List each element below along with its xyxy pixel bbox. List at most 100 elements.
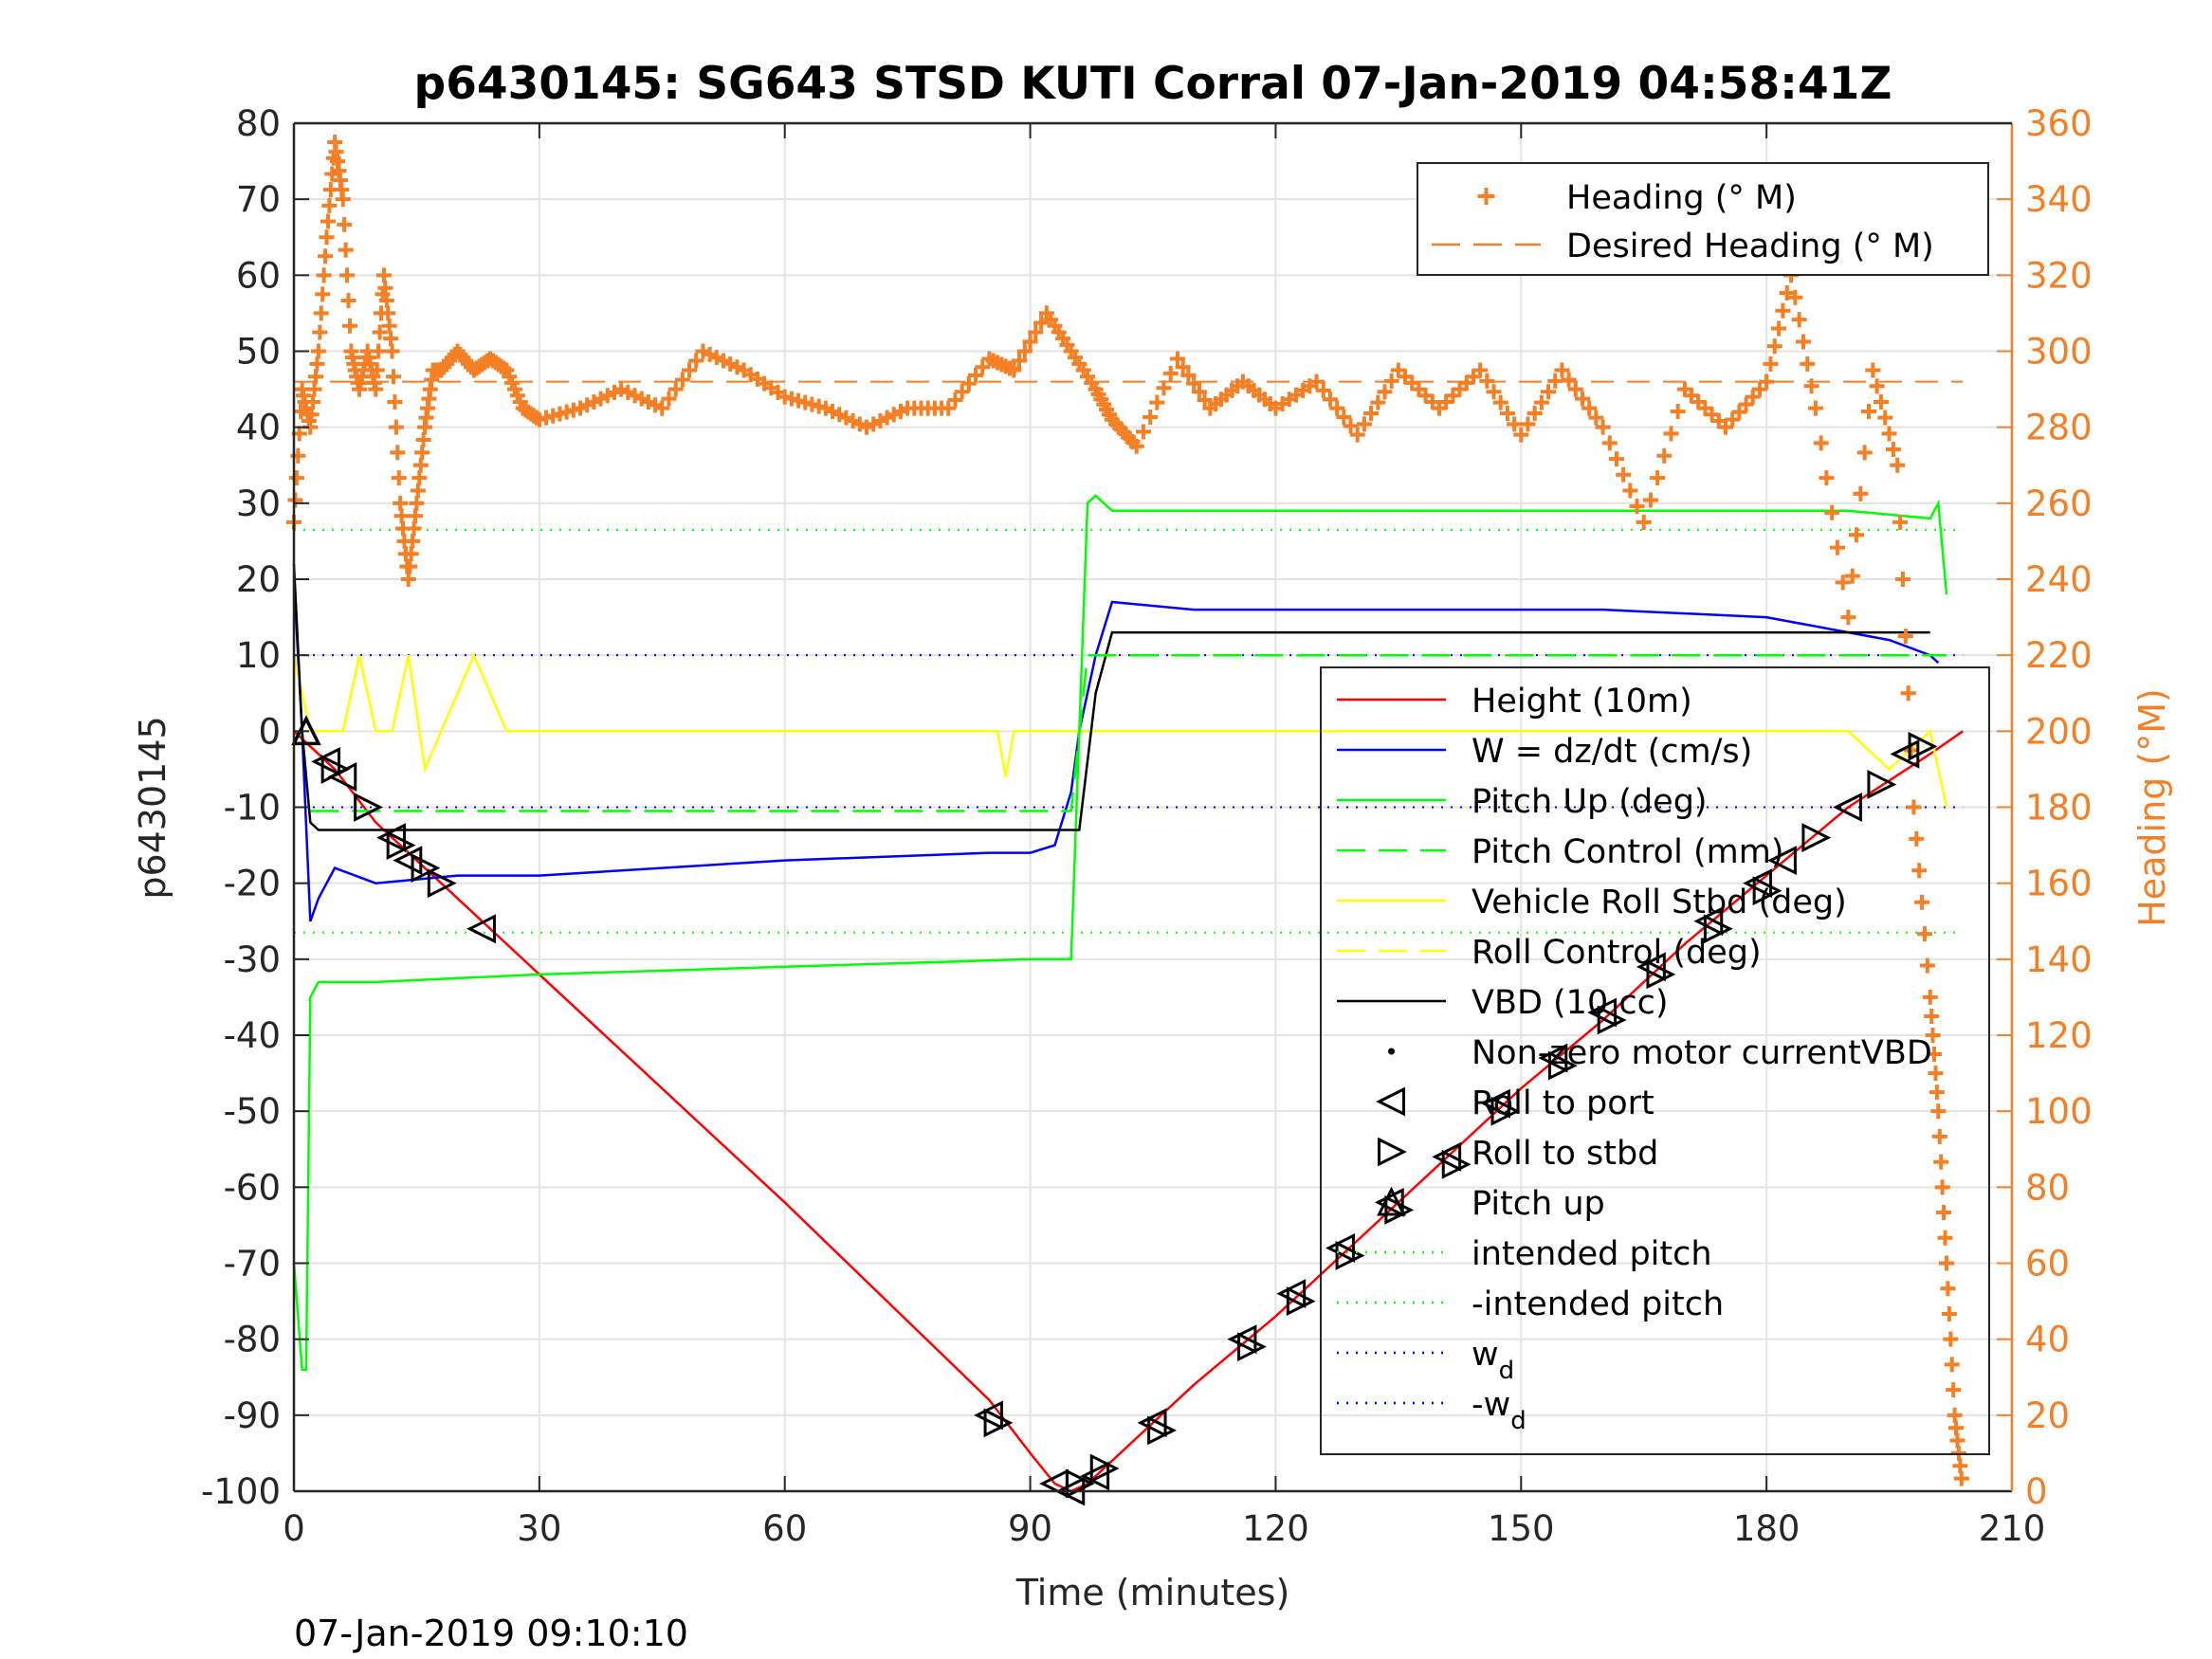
heading-point xyxy=(1343,418,1359,434)
heading-point xyxy=(1779,285,1795,301)
legend-main-label: W = dz/dt (cm/s) xyxy=(1472,733,1752,771)
heading-point xyxy=(402,558,418,574)
heading-point xyxy=(1169,351,1185,367)
heading-point xyxy=(1771,320,1787,337)
heading-point xyxy=(1929,1085,1945,1101)
heading-point xyxy=(339,267,356,283)
x-tick-label: 210 xyxy=(1979,1508,2046,1549)
heading-point xyxy=(1922,989,1938,1005)
heading-point xyxy=(405,533,421,549)
heading-point xyxy=(335,191,351,208)
heading-point xyxy=(303,407,320,423)
heading-point xyxy=(1865,362,1881,378)
legend-main-label-text: W = dz/dt (cm/s) xyxy=(1472,733,1752,771)
heading-point xyxy=(312,324,328,340)
legend-main-label: -intended pitch xyxy=(1472,1285,1724,1323)
axes xyxy=(292,121,2014,1493)
legend-main-label: Pitch up xyxy=(1472,1185,1605,1223)
legend-main-label: Roll to port xyxy=(1472,1085,1654,1122)
y-tick-label: 10 xyxy=(236,635,281,676)
x-tick-label: 180 xyxy=(1733,1508,1801,1549)
heading-point xyxy=(1561,372,1577,388)
heading-point xyxy=(1787,289,1803,305)
y-tick-label: 50 xyxy=(236,332,281,373)
x-tick-label: 0 xyxy=(283,1508,305,1549)
y2-tick-label: 160 xyxy=(2025,864,2093,904)
markers-layer xyxy=(291,715,1938,1506)
roll-to-stbd-marker xyxy=(1867,770,1897,799)
heading-point xyxy=(1916,926,1932,942)
roll-to-stbd-marker xyxy=(1490,1096,1521,1126)
heading-point xyxy=(1356,416,1372,432)
heading-point xyxy=(975,359,991,375)
heading-point xyxy=(1650,470,1666,486)
heading-point xyxy=(1135,424,1151,440)
heading-point xyxy=(1861,403,1876,419)
heading-point xyxy=(1547,373,1563,389)
y2-tick-label: 200 xyxy=(2025,711,2093,752)
heading-point xyxy=(1479,373,1495,389)
y-tick-label: -40 xyxy=(224,1015,281,1056)
roll-to-stbd-marker xyxy=(354,793,384,822)
heading-point xyxy=(403,546,419,562)
heading-point xyxy=(1601,435,1618,451)
heading-point xyxy=(1616,466,1632,483)
chart-title: p6430145: SG643 STSD KUTI Corral 07-Jan-… xyxy=(414,58,1892,110)
heading-point xyxy=(1588,410,1604,426)
roll-to-port-marker xyxy=(1137,1408,1167,1438)
heading-point xyxy=(1947,1407,1963,1423)
roll-to-stbd-marker xyxy=(1703,914,1733,944)
heading-point xyxy=(1526,405,1543,421)
roll-to-stbd-marker xyxy=(1597,1005,1627,1035)
heading-point xyxy=(1775,302,1791,319)
x-axis-label: Time (minutes) xyxy=(1015,1572,1290,1613)
heading-point xyxy=(381,318,397,334)
heading-point xyxy=(411,470,428,486)
legend-main-label-text: Pitch up xyxy=(1472,1185,1605,1223)
roll-to-stbd-marker xyxy=(1441,1149,1472,1179)
heading-point xyxy=(393,508,410,524)
roll-to-stbd-marker xyxy=(1237,1332,1267,1362)
heading-point xyxy=(1575,391,1590,407)
legend-main-label: Pitch Control (mm) xyxy=(1472,833,1783,871)
legend-main-label-text: -intended pitch xyxy=(1472,1285,1724,1323)
roll-to-stbd-marker xyxy=(1089,1453,1120,1484)
roll-to-port-marker xyxy=(1374,1187,1404,1217)
heading-point xyxy=(1336,409,1352,425)
w-dz-dt-cm-s-series xyxy=(292,578,1940,922)
heading-point xyxy=(1363,405,1380,421)
roll-to-port-marker xyxy=(1080,1461,1110,1491)
reference-lines xyxy=(294,380,1964,934)
heading-point xyxy=(393,495,409,511)
heading-point xyxy=(341,318,357,334)
heading-point xyxy=(1595,419,1611,435)
heading-point xyxy=(1507,416,1523,432)
heading-point xyxy=(1622,483,1638,499)
roll-to-stbd-marker xyxy=(411,853,441,884)
heading-point xyxy=(1911,863,1928,879)
heading-point xyxy=(377,280,393,296)
heading-point xyxy=(1924,1008,1940,1024)
heading-point xyxy=(1952,1458,1968,1474)
y-tick-label: -50 xyxy=(224,1091,281,1132)
heading-point xyxy=(1943,1331,1959,1347)
heading-point xyxy=(410,483,426,499)
y2-tick-label: 220 xyxy=(2025,635,2093,676)
legend-main-label-text: intended pitch xyxy=(1472,1235,1712,1273)
legend-swatch xyxy=(1378,1137,1407,1167)
heading-point xyxy=(1803,378,1819,394)
heading-point xyxy=(1927,1047,1943,1063)
heading-point xyxy=(407,508,423,524)
y2-tick-label: 100 xyxy=(2025,1091,2093,1132)
roll-to-stbd-marker xyxy=(1335,1241,1365,1270)
heading-point xyxy=(1472,362,1489,378)
roll-to-port-marker xyxy=(1636,952,1666,982)
heading-point xyxy=(1315,382,1331,398)
heading-point xyxy=(1629,499,1645,515)
heading-point xyxy=(960,375,977,392)
roll-to-port-marker xyxy=(974,1400,1003,1431)
legend-main-label: Non-zero motor currentVBD xyxy=(1472,1034,1932,1072)
heading-point xyxy=(1642,492,1658,508)
legend-heading-label: Heading (° M) xyxy=(1566,179,1797,217)
heading-point xyxy=(496,360,512,376)
